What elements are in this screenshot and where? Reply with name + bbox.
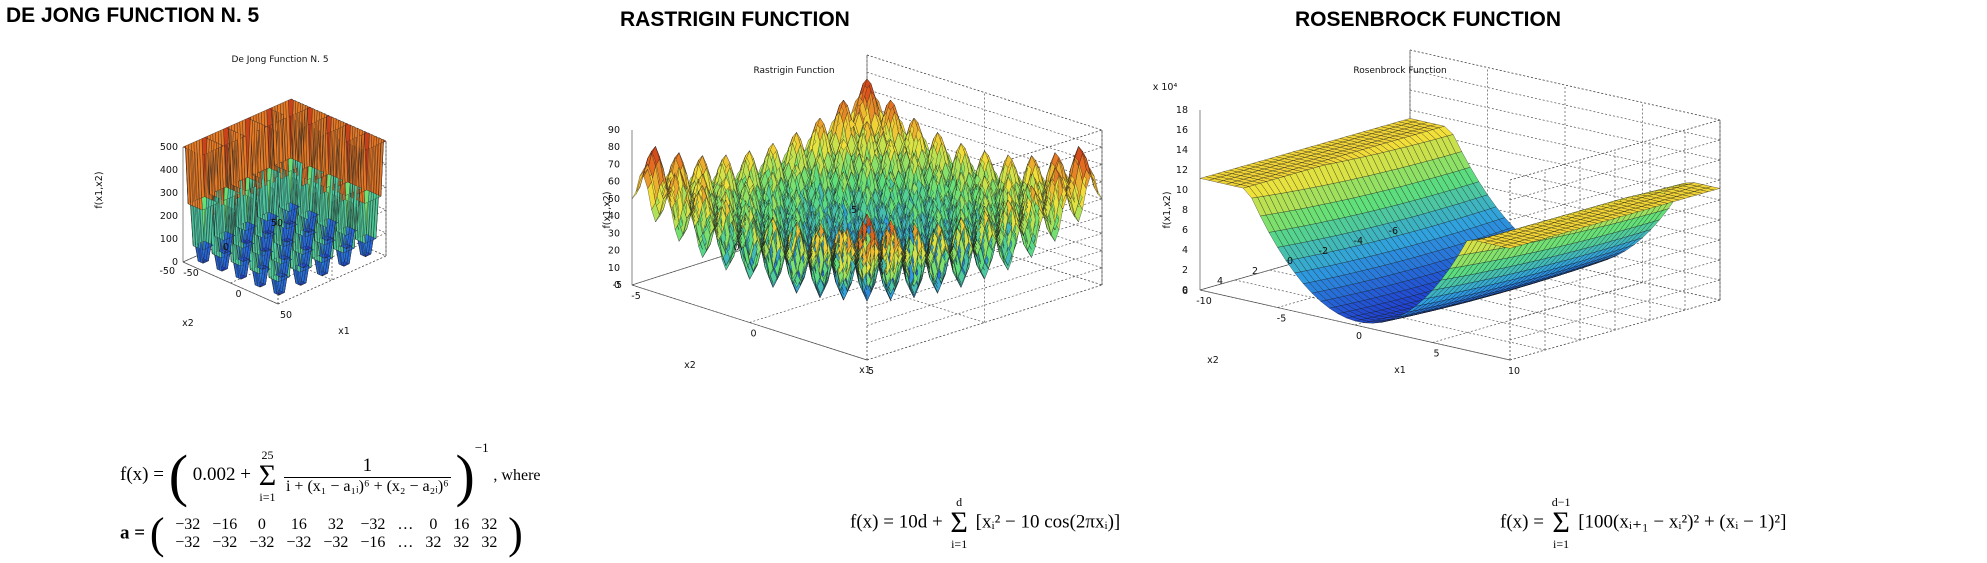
grid-line bbox=[866, 71, 1103, 148]
matrix-row-2: −32 −32 −32 −32 −32 −16 … 32 32 32 bbox=[169, 534, 503, 552]
matrix-cell: … bbox=[397, 515, 414, 533]
z-tick-label: 400 bbox=[160, 165, 178, 176]
matrix-cell: −32 bbox=[175, 533, 201, 551]
fraction-numerator: 1 bbox=[283, 455, 451, 479]
formula-power: −1 bbox=[474, 440, 489, 455]
panel-dejong: DE JONG FUNCTION N. 5 De Jong Function N… bbox=[0, 0, 640, 563]
panel-heading: DE JONG FUNCTION N. 5 bbox=[6, 4, 260, 27]
rastrigin-surface-plot: Rastrigin Function0102030405060708090-50… bbox=[602, 54, 1103, 377]
matrix-cell: −32 bbox=[212, 533, 238, 551]
fraction-denominator: i + (x₁ − a₁ᵢ)⁶ + (x₂ − a₂ᵢ)⁶ bbox=[285, 478, 449, 496]
x-tick-label: -50 bbox=[183, 268, 199, 279]
y-tick-label: -50 bbox=[159, 266, 175, 277]
matrix-cell: −32 bbox=[360, 515, 386, 533]
paren-close: ) bbox=[455, 443, 475, 509]
matrix-table: −32 −16 0 16 32 −32… 0 16 32 −32 −32 −32 −32 −32 −16…… bbox=[169, 516, 503, 552]
matrix-cell: 32 bbox=[453, 533, 470, 551]
matrix-cell: 32 bbox=[481, 533, 498, 551]
grid-line bbox=[182, 261, 279, 305]
x-axis-label: x1 bbox=[338, 326, 350, 337]
formula-lhs: f(x) = bbox=[120, 464, 164, 485]
matrix-paren-open: ( bbox=[149, 509, 165, 558]
matrix-cell: −32 bbox=[323, 533, 349, 551]
matrix-cell: −32 bbox=[175, 515, 201, 533]
surface-mesh bbox=[631, 78, 1103, 302]
sigma-glyph: Σ bbox=[258, 458, 277, 492]
z-tick-label: 200 bbox=[160, 211, 178, 222]
matrix-cell: 32 bbox=[481, 515, 498, 533]
sum-upper: 25 bbox=[261, 447, 274, 462]
y-tick-label: 0 bbox=[223, 242, 229, 253]
chart-title: De Jong Function N. 5 bbox=[231, 55, 328, 65]
matrix-cell: −16 bbox=[212, 515, 238, 533]
panel-rastrigin: RASTRIGIN FUNCTION Rastrigin Function 0 10… bbox=[602, 0, 1300, 563]
z-tick-label: 0 bbox=[172, 257, 178, 268]
y-tick-label: 50 bbox=[271, 218, 283, 229]
formula-const: 0.002 + bbox=[192, 464, 251, 485]
x-tick-label: 0 bbox=[235, 289, 241, 300]
z-tick-label: 100 bbox=[160, 234, 178, 245]
matrix-cell: −32 bbox=[286, 533, 312, 551]
grid-line bbox=[866, 267, 1103, 344]
dejong-matrix: a = ( −32 −16 0 16 32 −32… 0 16 32 −32 −32 −32 −32−… bbox=[120, 508, 523, 559]
dejong-surface-plot: De Jong Function N. 50100200300400500-50… bbox=[94, 55, 387, 337]
z-axis-label: f(x1,x2) bbox=[94, 171, 105, 208]
surface-facet bbox=[182, 145, 189, 204]
grid-line bbox=[866, 89, 1103, 165]
sum-lower: i=1 bbox=[259, 489, 276, 504]
matrix-cell: 16 bbox=[453, 515, 470, 533]
formula-where: , where bbox=[493, 467, 541, 484]
matrix-cell: 32 bbox=[425, 533, 442, 551]
matrix-cell: 0 bbox=[429, 515, 438, 533]
paren-open: ( bbox=[168, 443, 189, 509]
z-tick-label: 500 bbox=[160, 142, 178, 153]
matrix-paren-close: ) bbox=[508, 509, 523, 558]
matrix-cell: … bbox=[397, 533, 414, 551]
sum-operator: 25 Σ i=1 bbox=[259, 449, 276, 503]
dejong-formula: f(x) = ( 0.002 + 25 Σ i=1 1 i + (x₁ − a₁… bbox=[120, 440, 541, 509]
z-tick-label: 300 bbox=[160, 188, 178, 199]
grid-line bbox=[866, 54, 1103, 131]
matrix-row-1: −32 −16 0 16 32 −32 … 0 16 32 bbox=[169, 516, 503, 534]
grid-line bbox=[631, 284, 868, 361]
grid-line bbox=[866, 284, 1103, 361]
grid-line bbox=[866, 232, 1103, 309]
matrix-cell: 32 bbox=[327, 515, 344, 533]
matrix-cell: −16 bbox=[360, 533, 386, 551]
grid-line bbox=[866, 250, 1103, 326]
matrix-cell: 16 bbox=[290, 515, 307, 533]
matrix-cell: 0 bbox=[257, 515, 266, 533]
matrix-cell: −32 bbox=[249, 533, 275, 551]
fraction: 1 i + (x₁ − a₁ᵢ)⁶ + (x₂ − a₂ᵢ)⁶ bbox=[283, 455, 451, 496]
surface-mesh bbox=[182, 98, 387, 296]
y-axis-label: x2 bbox=[182, 318, 194, 329]
x-tick-label: 50 bbox=[280, 310, 292, 321]
matrix-lhs: a = bbox=[120, 522, 146, 544]
panel-heading: RASTRIGIN FUNCTION bbox=[620, 8, 850, 31]
